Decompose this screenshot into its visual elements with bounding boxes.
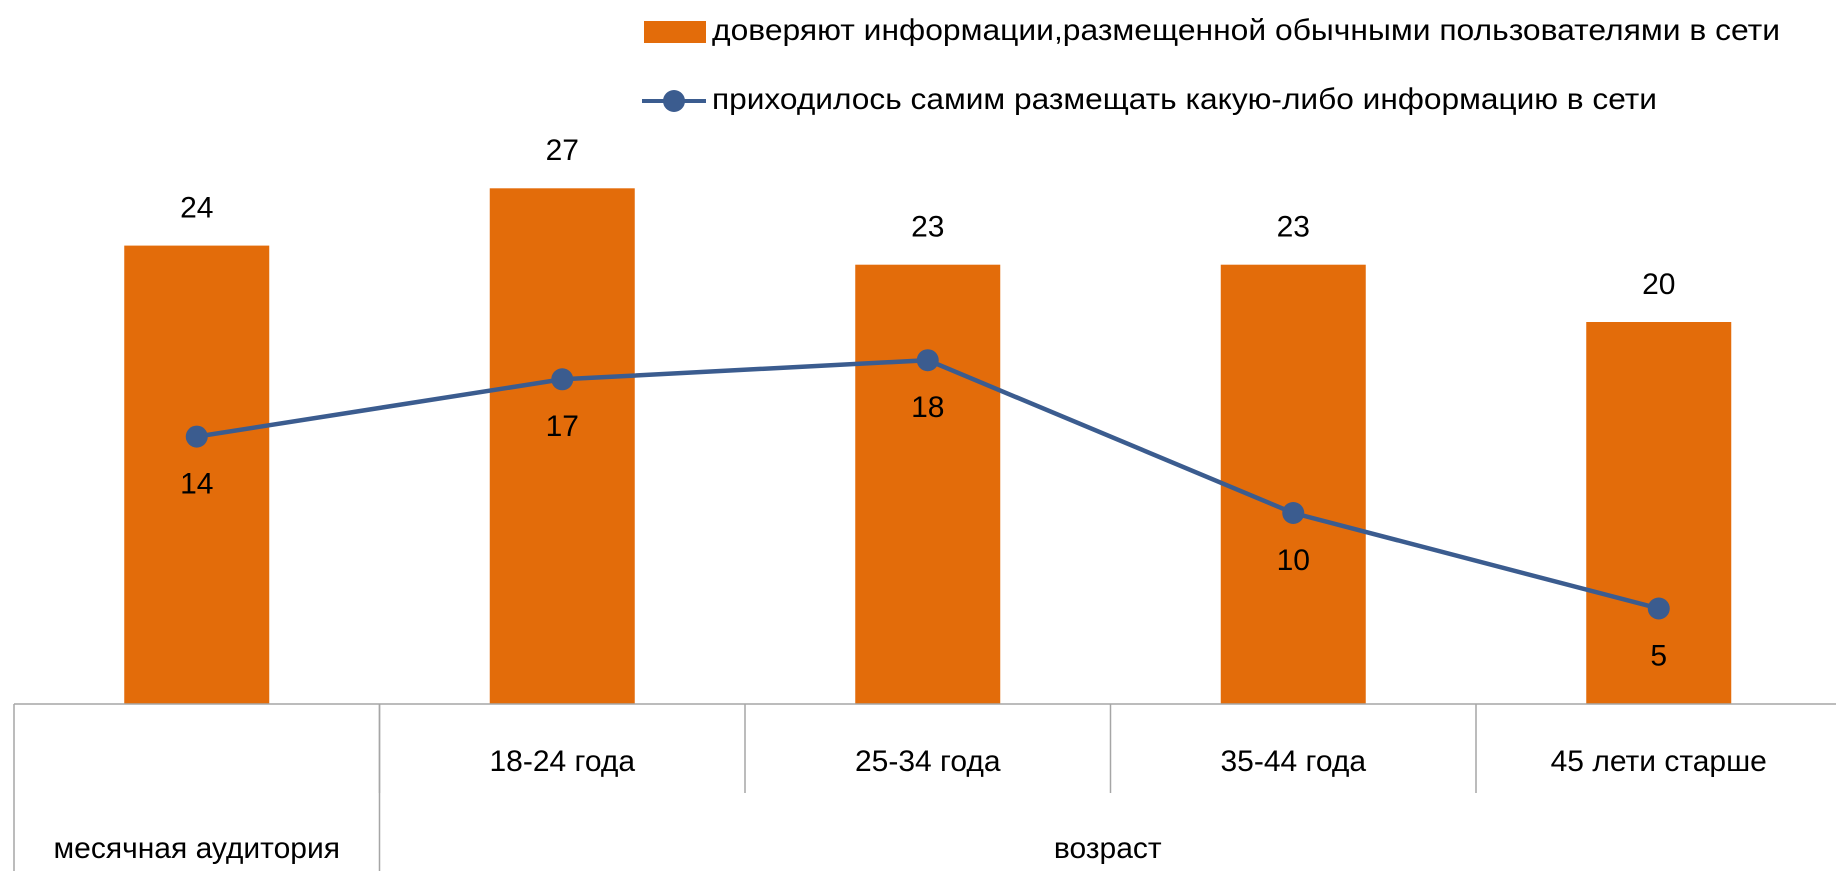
- bar: [1220, 264, 1366, 704]
- line-marker: [1647, 597, 1670, 620]
- legend-label: приходилось самим размещать какую-либо и…: [712, 83, 1657, 116]
- category-group-label: возраст: [1054, 832, 1162, 865]
- line-marker: [551, 368, 574, 391]
- line-marker: [185, 425, 208, 448]
- x-tick-label: 25-34 года: [855, 745, 1001, 778]
- line-value-label: 10: [1277, 544, 1310, 577]
- bar-value-label: 24: [180, 192, 213, 225]
- bar-value-label: 23: [1277, 211, 1310, 244]
- line-marker: [1282, 502, 1305, 524]
- x-tick-label: 35-44 года: [1220, 745, 1366, 778]
- line-marker: [916, 349, 939, 372]
- bar: [124, 245, 270, 704]
- line-value-label: 5: [1650, 639, 1667, 672]
- x-tick-label: 18-24 года: [489, 745, 635, 778]
- line-value-label: 18: [911, 391, 944, 424]
- legend-swatch-marker: [663, 90, 685, 112]
- line-value-label: 14: [180, 468, 213, 501]
- x-tick-label: 45 лети старше: [1551, 745, 1767, 778]
- legend-swatch: [644, 21, 706, 43]
- category-group-label: месячная аудитория: [54, 832, 340, 865]
- line-value-label: 17: [546, 410, 579, 443]
- bar: [855, 264, 1001, 704]
- bar-value-label: 23: [911, 211, 944, 244]
- bar-value-label: 27: [546, 134, 579, 167]
- bar: [1586, 322, 1732, 704]
- bar: [489, 188, 635, 705]
- legend-label: доверяют информации,размещенной обычными…: [712, 14, 1780, 47]
- bar-value-label: 20: [1642, 268, 1675, 301]
